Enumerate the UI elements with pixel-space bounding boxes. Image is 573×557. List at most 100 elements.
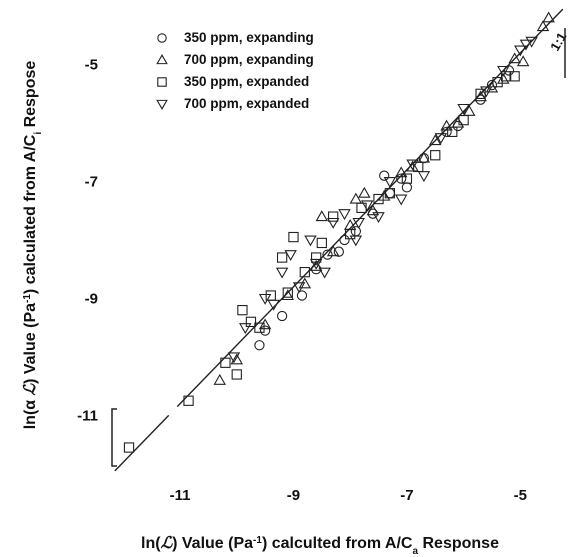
x-tick-label: -11: [170, 487, 191, 504]
data-point-triangle-up: [394, 166, 408, 178]
reference-line-group: 1:1: [111, 8, 569, 472]
data-point-triangle-down: [394, 194, 408, 206]
legend-marker-square: [157, 77, 167, 87]
data-point-triangle-down: [326, 217, 340, 229]
data-point-triangle-down: [352, 217, 365, 229]
data-point-square: [509, 71, 520, 82]
data-point-square: [373, 193, 384, 205]
data-point-triangle-up: [281, 289, 295, 301]
y-tick-label: -5: [85, 57, 98, 74]
data-point-triangle-down: [480, 86, 493, 98]
data-point-circle: [339, 234, 350, 246]
data-point-triangle-down: [338, 209, 351, 221]
data-point-triangle-up: [497, 72, 510, 84]
data-point-circle: [396, 173, 407, 184]
data-point-triangle-up: [451, 116, 465, 128]
data-point-square: [311, 252, 322, 263]
data-point-triangle-down: [275, 267, 289, 279]
data-point-square: [282, 287, 293, 298]
data-point-triangle-down: [318, 267, 331, 279]
data-point-square: [183, 395, 194, 406]
data-point-triangle-up: [542, 11, 555, 23]
legend-entry-label: 700 ppm, expanding: [184, 52, 314, 67]
data-point-triangle-up: [258, 318, 272, 330]
data-point-triangle-up: [536, 20, 550, 32]
y-tick-label: -9: [85, 290, 98, 307]
data-point-triangle-down: [525, 36, 538, 48]
data-point-triangle-down: [267, 299, 280, 311]
y-tick-label: -11: [77, 407, 98, 424]
data-point-triangle-down: [417, 171, 431, 183]
data-point-triangle-down: [497, 65, 510, 77]
data-point-triangle-down: [372, 212, 385, 224]
legend-entry-label: 350 ppm, expanded: [184, 74, 309, 89]
data-point-triangle-up: [309, 259, 323, 271]
data-point-square: [430, 150, 441, 161]
legend-marker-triangle-up: [156, 54, 168, 65]
data-point-square: [123, 442, 135, 453]
data-point-square: [384, 188, 396, 199]
data-point-triangle-up: [429, 134, 442, 146]
y-axis-title: ln(α ℒ) Value (Pa-1) calculated from A/C…: [20, 61, 44, 430]
data-point-triangle-down: [309, 258, 323, 270]
data-point-circle: [333, 246, 344, 257]
data-point-square: [356, 202, 367, 213]
data-point-circle: [384, 188, 396, 199]
data-point-circle: [276, 310, 288, 322]
lower-left-bracket: [111, 408, 117, 467]
data-point-triangle-up: [474, 90, 487, 102]
data-point-triangle-down: [457, 103, 470, 115]
data-point-circle: [296, 290, 308, 301]
data-point-triangle-up: [230, 353, 243, 365]
data-point-circle: [259, 325, 271, 336]
legend-marker-triangle-down: [156, 99, 168, 110]
data-point-square: [254, 322, 265, 333]
data-point-square: [401, 173, 413, 184]
data-point-triangle-up: [440, 119, 453, 131]
data-point-circle: [401, 182, 413, 193]
data-point-square: [245, 316, 257, 327]
data-point-circle: [379, 170, 390, 181]
data-point-square: [447, 126, 458, 137]
data-point-triangle-up: [315, 210, 329, 222]
data-point-triangle-down: [514, 45, 527, 57]
data-point-triangle-up: [463, 104, 476, 116]
data-point-triangle-down: [258, 293, 272, 305]
tick-labels: -11 -9 -7 -5 -5 -7 -9 -11: [77, 57, 527, 504]
data-point-triangle-up: [358, 186, 371, 198]
legend: 350 ppm, expanding 700 ppm, expanding 350 …: [156, 30, 314, 111]
data-point-circle: [503, 65, 515, 76]
data-point-square: [231, 369, 242, 380]
reference-line: [176, 8, 564, 408]
data-point-square: [299, 267, 310, 278]
reference-line-label: 1:1: [547, 30, 569, 54]
x-tick-label: -9: [287, 487, 300, 504]
data-point-triangle-down: [227, 352, 241, 364]
data-point-triangle-down: [434, 133, 448, 145]
data-point-triangle-up: [213, 373, 226, 385]
legend-marker-circle: [157, 33, 167, 43]
reference-line-segment: [114, 414, 170, 472]
x-tick-label: -5: [514, 487, 527, 504]
data-point-triangle-down: [239, 323, 252, 335]
data-point-square: [492, 77, 503, 88]
data-point-circle: [254, 340, 265, 351]
data-point-triangle-up: [406, 160, 419, 172]
data-markers: [123, 11, 555, 453]
data-point-triangle-down: [406, 159, 419, 171]
data-point-triangle-up: [366, 204, 380, 216]
data-point-triangle-up: [508, 52, 521, 64]
data-point-triangle-down: [383, 177, 397, 188]
legend-entry-label: 700 ppm, expanded: [184, 96, 309, 111]
data-point-square: [237, 305, 248, 316]
data-point-square: [220, 357, 231, 368]
data-point-circle: [322, 249, 333, 260]
data-point-triangle-down: [349, 235, 363, 247]
legend-entry-label: 350 ppm, expanding: [184, 30, 314, 45]
data-point-square: [288, 231, 299, 243]
data-point-triangle-up: [326, 245, 340, 257]
x-tick-label: -7: [400, 487, 413, 504]
x-axis-title: ln(ℒ) Value (Pa-1) calculted from A/Ca R…: [141, 533, 499, 557]
data-point-triangle-up: [349, 192, 363, 204]
data-point-circle: [486, 79, 498, 91]
